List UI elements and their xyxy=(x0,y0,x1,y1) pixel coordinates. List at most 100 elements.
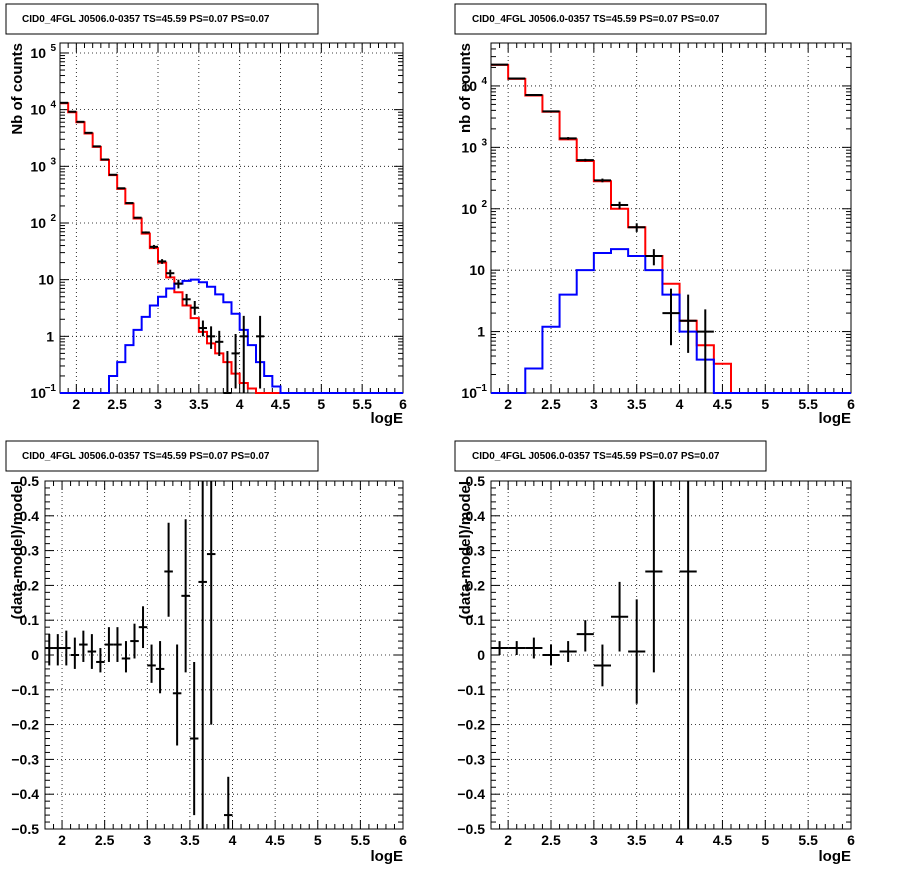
data-point xyxy=(206,481,216,725)
x-tick-label: 4.5 xyxy=(713,832,733,848)
data-point xyxy=(125,202,134,205)
data-point xyxy=(256,315,265,389)
y-tick-label: −0.1 xyxy=(11,682,39,698)
y-tick-label: −0.3 xyxy=(11,751,39,767)
data-point xyxy=(62,630,71,666)
x-axis-label: logE xyxy=(371,410,404,427)
x-tick-label: 4 xyxy=(236,396,244,412)
x-tick-label: 2 xyxy=(72,396,80,412)
x-tick-label: 3 xyxy=(590,396,598,412)
panel-title: CID0_4FGL J0506.0-0357 TS=45.59 PS=0.07 … xyxy=(472,451,720,462)
x-tick-label: 6 xyxy=(847,396,855,412)
title-box xyxy=(454,3,767,35)
y-tick-label: −0.5 xyxy=(457,821,485,837)
data-point xyxy=(696,309,714,393)
y-tick-label: 10 xyxy=(461,201,477,217)
panel-bottom-right: CID0_4FGL J0506.0-0357 TS=45.59 PS=0.07 … xyxy=(454,440,855,865)
data-point xyxy=(79,630,88,662)
y-tick-label: 0.5 xyxy=(20,473,40,489)
data-point xyxy=(130,623,139,659)
x-tick-label: 6 xyxy=(399,832,407,848)
data-point xyxy=(239,315,248,393)
data-point xyxy=(491,63,509,66)
data-point xyxy=(628,599,646,704)
data-point xyxy=(68,110,77,113)
data-point xyxy=(109,173,118,176)
x-tick-label: 5 xyxy=(317,396,325,412)
y-tick-label: 0 xyxy=(31,647,39,663)
title-box xyxy=(5,3,319,35)
x-tick-label: 4 xyxy=(229,832,237,848)
y-tick-label: −0.3 xyxy=(457,751,485,767)
x-tick-label: 2.5 xyxy=(107,396,127,412)
data-point xyxy=(189,661,199,816)
data-point xyxy=(100,158,109,161)
data-point xyxy=(113,627,122,662)
y-tick-exponent: 5 xyxy=(50,43,56,54)
x-axis-label: logE xyxy=(819,410,852,427)
x-tick-label: 5 xyxy=(314,832,322,848)
y-tick-exponent: 4 xyxy=(50,100,56,111)
y-tick-exponent: 3 xyxy=(50,156,56,167)
y-axis-label: Nb of counts xyxy=(9,43,26,135)
y-tick-label: −0.4 xyxy=(11,786,39,802)
y-tick-exponent: −1 xyxy=(45,383,57,394)
data-point xyxy=(181,519,190,673)
data-point xyxy=(215,330,224,356)
y-tick-label: 10 xyxy=(38,272,54,288)
y-tick-label: −0.2 xyxy=(11,717,39,733)
x-tick-label: 5 xyxy=(761,832,769,848)
data-point xyxy=(158,259,167,264)
data-point xyxy=(224,776,233,829)
data-point xyxy=(138,606,148,649)
data-point xyxy=(133,216,142,219)
data-point xyxy=(70,637,80,669)
histogram-step xyxy=(60,102,403,394)
data-point xyxy=(60,101,69,104)
x-tick-label: 3 xyxy=(154,396,162,412)
histogram-step xyxy=(60,278,403,394)
data-point xyxy=(104,627,114,662)
y-tick-label: 10 xyxy=(461,385,477,401)
data-point xyxy=(172,644,182,746)
data-point xyxy=(84,131,93,134)
x-tick-label: 3.5 xyxy=(627,832,647,848)
data-point xyxy=(147,644,156,683)
panel-top-right: CID0_4FGL J0506.0-0357 TS=45.59 PS=0.07 … xyxy=(454,3,855,427)
x-tick-label: 5.5 xyxy=(352,396,372,412)
data-point xyxy=(149,244,158,249)
data-point xyxy=(198,320,207,337)
y-tick-label: 10 xyxy=(30,45,46,61)
y-tick-label: −0.5 xyxy=(11,821,39,837)
y-tick-label: 10 xyxy=(30,385,46,401)
data-point xyxy=(645,249,663,266)
data-point xyxy=(166,269,175,278)
histogram-step xyxy=(491,248,851,394)
y-tick-label: 0.4 xyxy=(466,508,486,524)
data-point xyxy=(576,158,594,162)
data-point xyxy=(628,223,646,232)
x-tick-label: 3.5 xyxy=(189,396,209,412)
data-point xyxy=(679,294,697,353)
x-tick-label: 3 xyxy=(590,832,598,848)
data-point xyxy=(117,187,126,190)
data-point xyxy=(174,279,183,289)
x-axis-label: logE xyxy=(819,848,852,865)
data-point xyxy=(593,644,611,687)
data-point xyxy=(92,145,101,148)
data-point xyxy=(121,641,131,673)
title-box xyxy=(5,440,319,472)
data-point xyxy=(190,301,199,315)
y-tick-label: 10 xyxy=(461,139,477,155)
data-point xyxy=(611,201,629,209)
data-point xyxy=(87,634,97,669)
x-tick-label: 3.5 xyxy=(627,396,647,412)
x-tick-label: 4.5 xyxy=(265,832,285,848)
y-tick-label: 10 xyxy=(30,102,46,118)
data-point xyxy=(662,288,680,346)
y-tick-label: 0.1 xyxy=(20,612,40,628)
x-tick-label: 2.5 xyxy=(541,396,561,412)
x-tick-label: 5.5 xyxy=(798,396,818,412)
